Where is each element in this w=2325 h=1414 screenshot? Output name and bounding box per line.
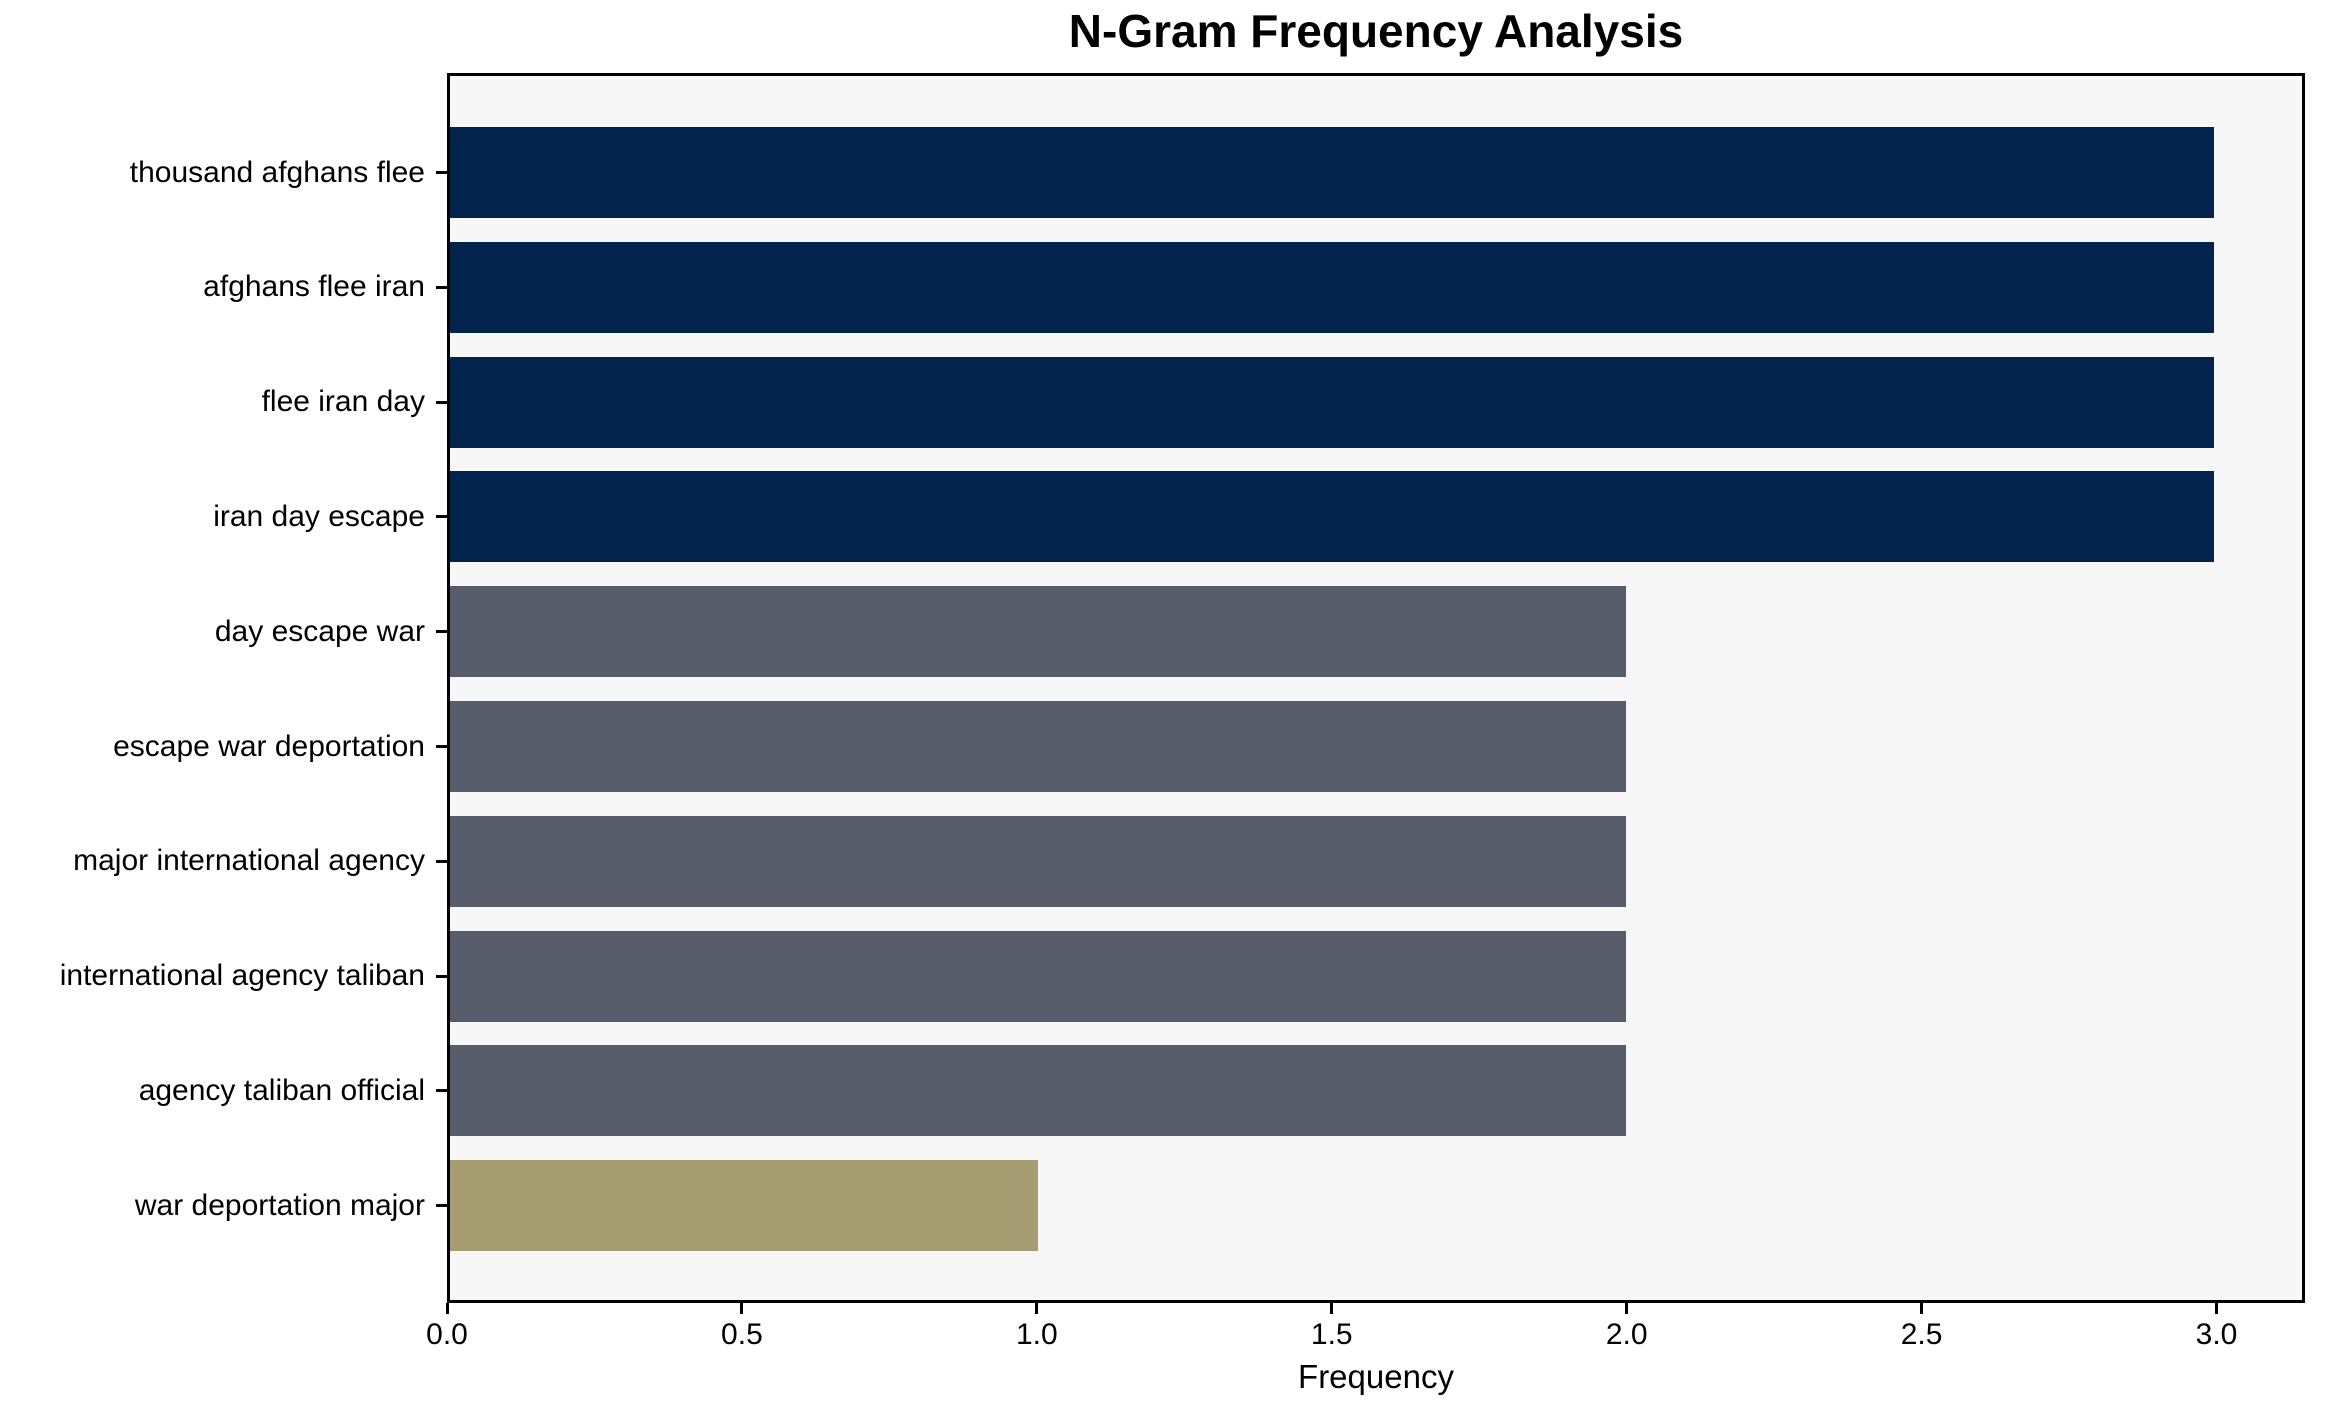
y-tick <box>436 171 447 174</box>
y-tick <box>436 285 447 289</box>
x-tick <box>445 1303 449 1314</box>
y-tick-label: agency taliban official <box>138 1073 425 1107</box>
y-tick-label: iran day escape <box>213 499 425 533</box>
x-tick <box>2215 1303 2219 1314</box>
y-tick <box>436 515 447 519</box>
x-tick <box>1625 1303 1629 1314</box>
chart-title: N-Gram Frequency Analysis <box>1068 5 1684 57</box>
x-tick-label: 2.0 <box>1605 1318 1648 1351</box>
y-tick-label: afghans flee iran <box>203 270 425 304</box>
y-tick-label: international agency taliban <box>59 959 425 993</box>
x-axis-title: Frequency <box>1298 1358 1454 1395</box>
y-tick <box>436 745 447 748</box>
y-tick <box>436 400 447 404</box>
x-tick-label: 0.0 <box>426 1318 468 1351</box>
x-tick-label: 2.5 <box>1900 1318 1943 1351</box>
bar-day-escape-war <box>450 586 1626 678</box>
y-tick <box>436 1204 447 1208</box>
y-tick <box>436 974 447 978</box>
x-tick <box>740 1303 744 1314</box>
y-tick-label: escape war deportation <box>113 729 425 763</box>
bar-international-agency-taliban <box>450 930 1626 1022</box>
x-tick <box>1330 1303 1334 1314</box>
bar-flee-iran-day <box>450 356 2214 448</box>
y-tick-label: major international agency <box>73 844 425 878</box>
bar-thousand-afghans-flee <box>450 127 2214 218</box>
plot-area <box>447 73 2305 1303</box>
bar-agency-taliban-official <box>450 1045 1626 1137</box>
x-tick-label: 0.5 <box>721 1318 763 1351</box>
x-tick <box>1920 1303 1924 1314</box>
y-tick <box>436 859 447 863</box>
x-tick-label: 1.5 <box>1310 1318 1353 1351</box>
y-tick-label: day escape war <box>214 614 425 648</box>
bar-war-deportation-major <box>450 1160 1038 1252</box>
y-tick <box>436 1089 447 1093</box>
bar-afghans-flee-iran <box>450 241 2214 333</box>
bar-escape-war-deportation <box>450 701 1626 792</box>
x-tick <box>1035 1303 1039 1314</box>
y-tick-label: war deportation major <box>134 1188 425 1222</box>
x-tick-label: 3.0 <box>2195 1318 2238 1351</box>
bar-major-international-agency <box>450 815 1626 907</box>
bar-iran-day-escape <box>450 471 2214 563</box>
y-tick-label: thousand afghans flee <box>129 155 425 189</box>
y-tick-label: flee iran day <box>261 385 425 419</box>
x-tick-label: 1.0 <box>1015 1318 1058 1351</box>
y-tick <box>436 630 447 634</box>
